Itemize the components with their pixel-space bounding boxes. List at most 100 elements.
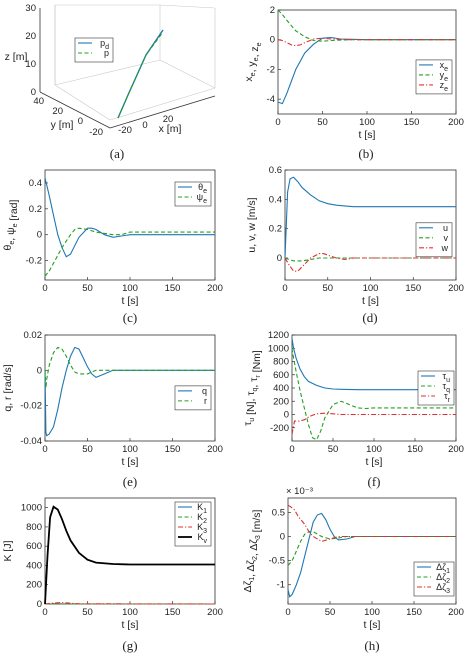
caption-3: (d) (362, 310, 377, 325)
y-axis-label-c: θe, ψe [rad] (2, 199, 20, 250)
x-tick-label: 100 (364, 607, 380, 618)
y-exponent-label: × 10⁻³ (286, 486, 313, 497)
y-tick-label: -0.04 (20, 436, 42, 447)
x-axis-label: t [s] (362, 295, 379, 307)
y-tick-label: 1000 (21, 503, 42, 514)
y-tick-label: 0 (37, 230, 42, 241)
y-tick-label: 1200 (268, 330, 289, 341)
x-tick-label: 0 (282, 283, 287, 294)
x-tick-label: 50 (82, 283, 93, 294)
x-tick-label: 0 (142, 120, 147, 131)
y-axis-label-h: Δζ1, Δζ2, Δζ3 [m/s] (242, 509, 263, 592)
grid-edge (160, 5, 215, 8)
x-axis-label: x [m] (159, 123, 182, 135)
y-tick-label: 800 (273, 357, 289, 368)
x-axis-label: t [s] (122, 295, 139, 307)
x-tick-label: 50 (328, 444, 339, 455)
y-tick-label: 800 (26, 522, 42, 533)
y-tick-label: -200 (270, 423, 289, 434)
x-tick-label: 0 (285, 607, 290, 618)
y-tick-label: 400 (26, 560, 42, 571)
x-tick-label: 0 (42, 283, 47, 294)
x-axis-label: t [s] (122, 456, 139, 468)
y-tick-label: -0.2 (26, 256, 42, 267)
y-tick-label: 0 (284, 410, 289, 421)
y-tick-label: -4 (267, 94, 275, 105)
z-tick-label: 30 (25, 3, 36, 14)
y-tick-label: 0.2 (29, 204, 42, 215)
x-tick-label: 100 (363, 283, 379, 294)
x-tick-label: 100 (122, 283, 138, 294)
caption-6: (g) (122, 638, 137, 653)
y-tick-label: 600 (26, 541, 42, 552)
x-tick-label: 150 (165, 607, 181, 618)
x-tick-label: 50 (82, 607, 93, 618)
legend-label: w (441, 243, 449, 253)
z-tick-label: 20 (25, 31, 36, 42)
y-tick-label: 0 (37, 365, 42, 376)
x-tick-label: 150 (165, 444, 181, 455)
x-tick-label: 200 (207, 607, 223, 618)
x-tick-label: 50 (325, 607, 336, 618)
y-tick-label: -2 (267, 64, 275, 75)
caption-0: (a) (110, 146, 124, 161)
y-axis-label-d: u, v, w [m/s] (246, 197, 258, 252)
x-tick-label: 100 (359, 117, 375, 128)
y-tick-label: -0.02 (20, 401, 42, 412)
y-tick-label: 0.02 (24, 330, 43, 341)
x-tick-label: 150 (407, 444, 423, 455)
y-tick-label: -20 (89, 127, 103, 138)
legend-label: r (204, 396, 207, 406)
caption-2: (c) (123, 310, 137, 325)
y-tick-label: 400 (273, 383, 289, 394)
series-line-a-1 (118, 32, 163, 118)
x-tick-label: 150 (404, 117, 420, 128)
y-tick-label: 20 (52, 106, 63, 117)
x-tick-label: 100 (122, 607, 138, 618)
y-tick-label: 0.2 (269, 224, 282, 235)
x-tick-label: 200 (207, 444, 223, 455)
y-tick-label: 0.4 (269, 194, 282, 205)
x-axis-label: t [s] (364, 619, 381, 631)
caption-7: (h) (364, 638, 379, 653)
y-tick-label: 0.4 (29, 178, 42, 189)
x-tick-label: 0 (42, 444, 47, 455)
grid-edge (55, 85, 110, 120)
caption-4: (e) (123, 474, 137, 489)
legend-label: q (202, 386, 207, 396)
x-tick-label: 150 (406, 607, 422, 618)
x-tick-label: -20 (118, 125, 132, 136)
x-tick-label: 0 (289, 444, 294, 455)
y-axis-label: y [m] (51, 119, 74, 131)
y-tick-label: 0 (78, 116, 83, 127)
y-tick-label: -1 (277, 580, 285, 591)
z-axis-label: z [m] (5, 51, 28, 63)
y-axis-label-b: xe, ye, ze (243, 42, 263, 81)
x-tick-label: 200 (448, 283, 464, 294)
x-tick-label: 200 (448, 607, 464, 618)
x-tick-label: 0 (42, 607, 47, 618)
series-line-a-0 (118, 30, 163, 118)
x-tick-label: 100 (366, 444, 382, 455)
y-tick-label: 200 (273, 396, 289, 407)
legend-label: v (444, 233, 449, 243)
y-axis-label-f: τu [N], τq, τr [Nm] (242, 350, 263, 426)
x-axis-label: t [s] (122, 619, 139, 631)
y-tick-label: 40 (33, 96, 44, 107)
legend-label: u (443, 223, 448, 233)
caption-5: (f) (368, 474, 381, 489)
y-tick-label: 2 (270, 5, 275, 16)
x-tick-label: 200 (448, 117, 464, 128)
y-axis-label-e: q, r [rad/s] (2, 364, 14, 411)
x-tick-label: 50 (322, 283, 333, 294)
y-tick-label: 0 (37, 599, 42, 610)
caption-1: (b) (358, 146, 373, 161)
y-tick-label: 0 (280, 532, 285, 543)
